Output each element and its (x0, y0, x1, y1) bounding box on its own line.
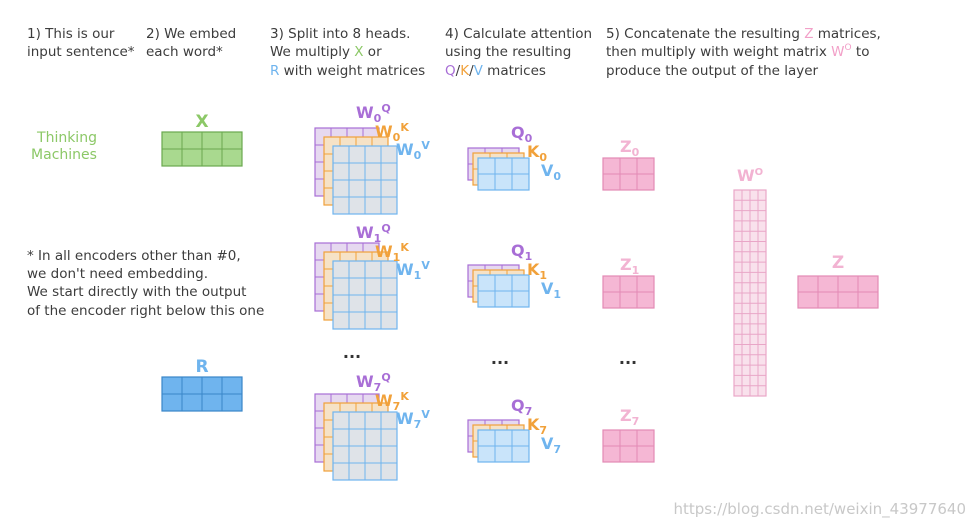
step-3-line-3: R with weight matrices (270, 63, 425, 79)
head-7-wq-label: W7Q (356, 371, 391, 394)
note-line-2: we don't need embedding. (27, 266, 208, 282)
head-0-z-matrix (602, 157, 655, 191)
head-7-q-label: Q7 (511, 396, 532, 418)
input-word-machines: Machines (31, 147, 97, 163)
head-0-wv-label: W0V (396, 139, 430, 162)
step-1-line-2: input sentence* (27, 44, 135, 60)
head-1-weight-matrices (314, 242, 398, 330)
r-embedding-matrix (161, 376, 243, 412)
head-1-wv (332, 260, 398, 330)
heads-ellipsis-z: ... (619, 349, 637, 368)
step-3-line-1: 3) Split into 8 heads. (270, 26, 410, 42)
head-0-wq-label: W0Q (356, 102, 391, 125)
head-7-weight-matrices (314, 393, 398, 481)
head-0-qkv-matrices (467, 147, 530, 191)
head-1-wq-label: W1Q (356, 222, 391, 245)
step-1-line-1: 1) This is our (27, 26, 115, 42)
head-0-v (477, 157, 530, 191)
step-3-caption: 3) Split into 8 heads. We multiply X or … (270, 26, 425, 79)
head-1-z-matrix (602, 275, 655, 309)
x-cells (161, 131, 243, 167)
x-embedding-matrix (161, 131, 243, 167)
step-5-line-3: produce the output of the layer (606, 63, 819, 79)
head-1-v-label: V1 (541, 279, 561, 301)
step-4-line-2: using the resulting (445, 44, 571, 60)
step-5-line-1: 5) Concatenate the resulting Z matrices, (606, 26, 881, 42)
step-2-line-1: 2) We embed (146, 26, 236, 42)
head-1-k-label: K1 (527, 260, 547, 282)
head-1-z-label: Z1 (620, 255, 639, 277)
z7-cells (602, 429, 655, 463)
input-word-thinking: Thinking (36, 130, 97, 146)
zout-cells (797, 275, 879, 309)
encoder-note: * In all encoders other than #0, we don'… (27, 248, 264, 319)
heads-ellipsis-qkv: ... (491, 349, 509, 368)
step-2-line-2: each word* (146, 44, 223, 60)
wo-weight-matrix (733, 189, 767, 397)
step-3-line-2: We multiply X or (270, 44, 382, 60)
head-0-q-label: Q0 (511, 123, 533, 145)
step-5-line-2: then multiply with weight matrix WO to (606, 43, 869, 60)
step-4-line-3: Q/K/V matrices (445, 63, 546, 79)
output-z-matrix (797, 275, 879, 309)
r-label: R (195, 357, 208, 377)
step-4-line-1: 4) Calculate attention (445, 26, 592, 42)
head-7-wk-label: W7K (375, 390, 409, 413)
head-1-wv-label: W1V (396, 259, 430, 282)
head-7-k-label: K7 (527, 415, 547, 437)
head-7-v-label: V7 (541, 434, 561, 456)
z1-cells (602, 275, 655, 309)
heads-ellipsis-weights: ... (343, 343, 361, 362)
head-1-wk-label: W1K (375, 241, 409, 264)
head-0-wk-label: W0K (375, 121, 409, 144)
head-0-v-label: V0 (541, 161, 561, 183)
note-line-4: of the encoder right below this one (27, 303, 264, 319)
x-label: X (195, 112, 208, 132)
head-0-wv (332, 145, 398, 215)
step-1-caption: 1) This is our input sentence* (27, 26, 135, 60)
head-7-z-label: Z7 (620, 406, 639, 428)
step-5-caption: 5) Concatenate the resulting Z matrices,… (606, 26, 881, 79)
wo-label: WO (737, 166, 763, 185)
r-cells (161, 376, 243, 412)
head-0-k-label: K0 (527, 142, 547, 164)
head-7-z-matrix (602, 429, 655, 463)
head-7-wv-label: W7V (396, 408, 430, 431)
head-7-v (477, 429, 530, 463)
head-7-wv (332, 411, 398, 481)
head-0-z-label: Z0 (620, 137, 640, 159)
watermark-text: https://blog.csdn.net/weixin_43977640 (673, 500, 966, 519)
note-line-3: We start directly with the output (27, 284, 246, 300)
head-1-v (477, 274, 530, 308)
z0-cells (602, 157, 655, 191)
output-z-label: Z (832, 253, 844, 273)
note-line-1: * In all encoders other than #0, (27, 248, 241, 264)
step-4-caption: 4) Calculate attention using the resulti… (445, 26, 592, 79)
head-1-q-label: Q1 (511, 241, 532, 263)
head-7-qkv-matrices (467, 419, 530, 463)
head-1-qkv-matrices (467, 264, 530, 308)
step-2-caption: 2) We embed each word* (146, 26, 236, 60)
wo-cells (733, 189, 767, 397)
head-0-weight-matrices (314, 127, 398, 215)
